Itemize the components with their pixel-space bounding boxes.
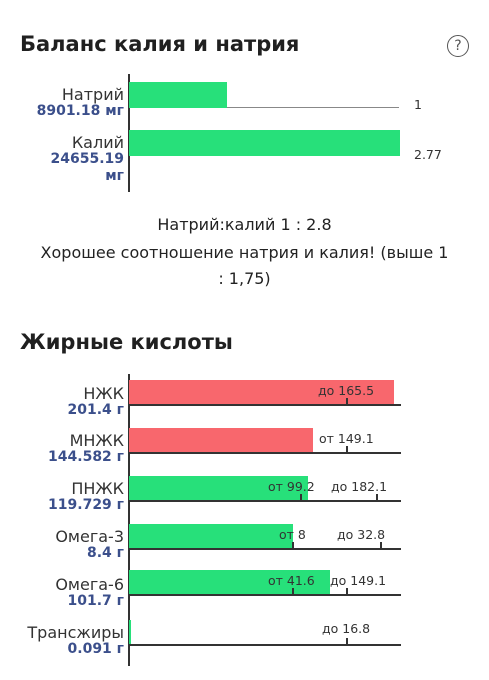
- pufa-label: ПНЖК: [71, 479, 124, 498]
- sfa-max-tick: [346, 398, 348, 406]
- omega3-max-tick: [380, 542, 382, 550]
- balance-title: Баланс калия и натрия: [20, 32, 300, 56]
- sfa-baseline: [129, 404, 401, 406]
- omega6-min-tick: [292, 588, 294, 596]
- sodium-label: Натрий: [61, 85, 124, 104]
- pufa-min-label: от 99.2: [268, 479, 315, 494]
- mufa-min-tick: [346, 446, 348, 454]
- help-icon[interactable]: ?: [447, 35, 469, 57]
- trans-amount: 0.091 г: [67, 641, 124, 657]
- mufa-min-label: от 149.1: [319, 431, 374, 446]
- trans-max-label: до 16.8: [322, 621, 371, 636]
- omega3-min-tick: [292, 542, 294, 550]
- mufa-label: МНЖК: [69, 431, 124, 450]
- omega3-min-label: от 8: [279, 527, 306, 542]
- fatty-row-omega6: Омега-6 101.7 г: [14, 576, 124, 610]
- potassium-amount-line2: мг: [105, 168, 124, 184]
- pufa-max-tick: [376, 494, 378, 502]
- trans-bar: [129, 620, 131, 646]
- potassium-label: Калий: [71, 133, 124, 152]
- omega6-bar: [129, 570, 330, 596]
- balance-row-potassium: Калий 24655.19 мг: [14, 134, 124, 185]
- fatty-axis: [128, 374, 130, 666]
- fatty-row-omega3: Омега-3 8.4 г: [14, 528, 124, 562]
- trans-label: Трансжиры: [27, 623, 124, 642]
- sfa-amount: 201.4 г: [67, 402, 124, 418]
- potassium-ratio: 2.77: [414, 147, 442, 162]
- potassium-amount-line1: 24655.19: [50, 151, 124, 167]
- omega3-label: Омега-3: [55, 527, 124, 546]
- ratio-text: Натрий:калий 1 : 2.8: [157, 215, 332, 234]
- potassium-bar: [129, 130, 400, 156]
- sfa-max-label: до 165.5: [318, 383, 375, 398]
- mufa-baseline: [129, 452, 401, 454]
- pufa-amount: 119.729 г: [48, 497, 124, 513]
- omega6-max-tick: [346, 588, 348, 596]
- trans-baseline: [129, 644, 401, 646]
- sodium-ratio: 1: [414, 97, 422, 112]
- omega6-label: Омега-6: [55, 575, 124, 594]
- omega3-max-label: до 32.8: [337, 527, 386, 542]
- ratio-comment-line1: Хорошее соотношение натрия и калия! (выш…: [40, 243, 449, 262]
- fatty-row-sfa: НЖК 201.4 г: [14, 385, 124, 419]
- mufa-bar: [129, 428, 313, 454]
- omega6-min-label: от 41.6: [268, 573, 315, 588]
- pufa-max-label: до 182.1: [331, 479, 388, 494]
- fatty-row-pufa: ПНЖК 119.729 г: [14, 480, 124, 514]
- sodium-amount: 8901.18 мг: [36, 103, 124, 119]
- omega6-baseline: [129, 594, 401, 596]
- fatty-row-trans: Трансжиры 0.091 г: [14, 624, 124, 658]
- omega3-baseline: [129, 548, 401, 550]
- pufa-baseline: [129, 500, 401, 502]
- mufa-amount: 144.582 г: [48, 449, 124, 465]
- omega6-amount: 101.7 г: [67, 593, 124, 609]
- sodium-baseline: [227, 107, 399, 108]
- fatty-title: Жирные кислоты: [20, 330, 233, 354]
- pufa-min-tick: [300, 494, 302, 502]
- pufa-bar: [129, 476, 308, 502]
- sfa-bar: [129, 380, 394, 406]
- omega6-max-label: до 149.1: [330, 573, 387, 588]
- sodium-bar: [129, 82, 227, 108]
- trans-max-tick: [346, 638, 348, 646]
- fatty-row-mufa: МНЖК 144.582 г: [14, 432, 124, 466]
- ratio-comment-line2: : 1,75): [218, 269, 271, 288]
- sfa-label: НЖК: [83, 384, 124, 403]
- omega3-amount: 8.4 г: [87, 545, 124, 561]
- balance-row-sodium: Натрий 8901.18 мг: [14, 86, 124, 120]
- omega3-bar: [129, 524, 293, 550]
- balance-axis: [128, 74, 130, 192]
